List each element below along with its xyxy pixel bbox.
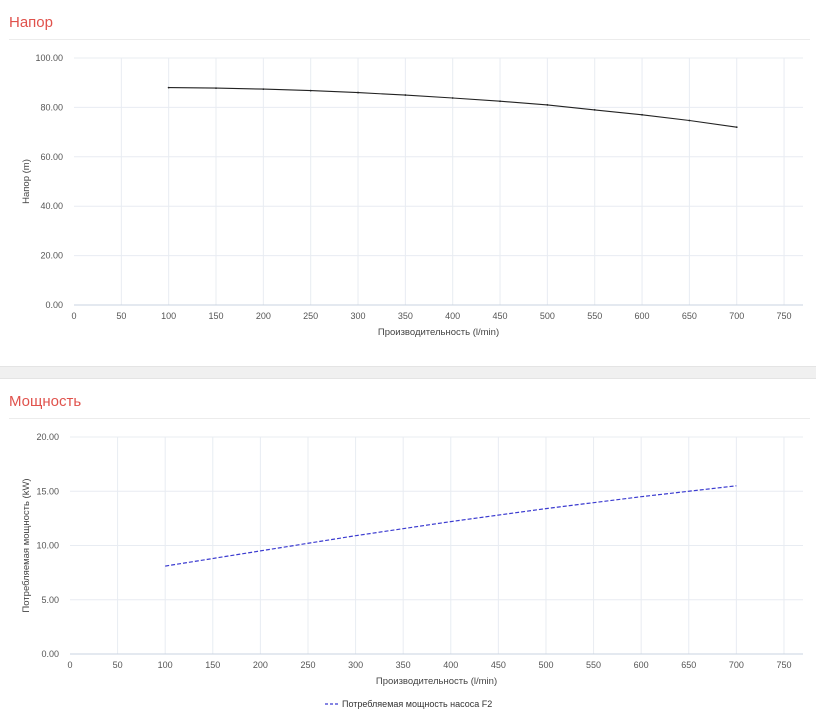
- x-tick-label: 450: [491, 660, 506, 670]
- y-axis-title: Напор (m): [21, 159, 32, 204]
- x-tick-label: 200: [256, 311, 271, 321]
- head-title-divider: [9, 39, 810, 40]
- x-tick-label: 50: [116, 311, 126, 321]
- head-chart: 0 50 100 150 200 250 300 350 400 450 500 550 600 650 7…: [21, 53, 803, 338]
- power-chart: 0 50 100 150 200 250 300 350 400 450 500 550 600 650 7…: [21, 432, 803, 709]
- head-series-point: [546, 104, 549, 106]
- x-tick-label: 200: [253, 660, 268, 670]
- head-series-point: [262, 88, 265, 91]
- power-panel-title: Мощность: [9, 393, 82, 410]
- x-tick-label: 600: [635, 311, 650, 321]
- head-series-point: [451, 97, 454, 99]
- y-tick-label: 20.00: [40, 251, 63, 261]
- y-tick-label: 80.00: [40, 102, 63, 112]
- head-panel: Напор 0 50 100 150 200 250 300 350 400 450 500 550 6…: [9, 14, 810, 338]
- x-tick-label: 550: [587, 311, 602, 321]
- y-tick-label: 100.00: [35, 53, 63, 63]
- head-panel-title: Напор: [9, 14, 53, 31]
- power-title-divider: [9, 418, 810, 419]
- x-tick-label: 600: [634, 660, 649, 670]
- head-series-point: [593, 108, 596, 111]
- x-tick-label: 350: [396, 660, 411, 670]
- head-series-point: [309, 89, 312, 92]
- x-tick-label: 750: [776, 660, 791, 670]
- y-tick-label: 15.00: [36, 486, 59, 496]
- x-tick-label: 100: [158, 660, 173, 670]
- x-tick-label: 0: [67, 660, 72, 670]
- x-tick-label: 650: [681, 660, 696, 670]
- x-tick-label: 700: [729, 311, 744, 321]
- power-series-line: [165, 485, 737, 567]
- legend-item[interactable]: Потребляемая мощность насоса F2: [325, 699, 492, 709]
- y-tick-label: 60.00: [40, 152, 63, 162]
- y-tick-label: 40.00: [40, 201, 63, 211]
- x-tick-label: 400: [443, 660, 458, 670]
- x-tick-label: 100: [161, 311, 176, 321]
- x-tick-label: 500: [538, 660, 553, 670]
- x-tick-label: 650: [682, 311, 697, 321]
- y-tick-label: 0.00: [41, 649, 59, 659]
- x-axis-title: Производительность (l/min): [376, 676, 497, 687]
- head-series-point: [167, 86, 170, 89]
- y-tick-label: 20.00: [36, 432, 59, 442]
- x-tick-label: 750: [777, 311, 792, 321]
- x-tick-label: 0: [71, 311, 76, 321]
- head-series-point: [499, 100, 501, 103]
- head-series-point: [735, 126, 738, 129]
- x-tick-label: 300: [351, 311, 366, 321]
- x-tick-label: 700: [729, 660, 744, 670]
- head-series-point: [688, 119, 691, 122]
- x-tick-label: 350: [398, 311, 413, 321]
- y-tick-label: 5.00: [41, 595, 59, 605]
- x-tick-label: 150: [205, 660, 220, 670]
- x-tick-label: 450: [493, 311, 508, 321]
- x-tick-label: 50: [113, 660, 123, 670]
- y-axis-title: Потребляемая мощность (kW): [21, 478, 32, 612]
- head-series-point: [357, 91, 359, 94]
- y-tick-label: 10.00: [36, 541, 59, 551]
- x-tick-label: 500: [540, 311, 555, 321]
- y-tick-label: 0.00: [45, 300, 63, 310]
- head-series-point: [215, 87, 217, 90]
- panel-separator: [0, 366, 816, 379]
- x-tick-label: 400: [445, 311, 460, 321]
- x-tick-label: 250: [303, 311, 318, 321]
- x-tick-label: 300: [348, 660, 363, 670]
- x-tick-label: 250: [300, 660, 315, 670]
- legend-label: Потребляемая мощность насоса F2: [342, 699, 492, 709]
- x-axis-title: Производительность (l/min): [378, 327, 499, 338]
- power-panel: Мощность 0 50 100 150 200 250 300 350 400 450 500 5…: [0, 379, 816, 725]
- x-tick-label: 150: [208, 311, 223, 321]
- head-series-point: [641, 113, 643, 116]
- x-tick-label: 550: [586, 660, 601, 670]
- head-series-point: [404, 94, 407, 96]
